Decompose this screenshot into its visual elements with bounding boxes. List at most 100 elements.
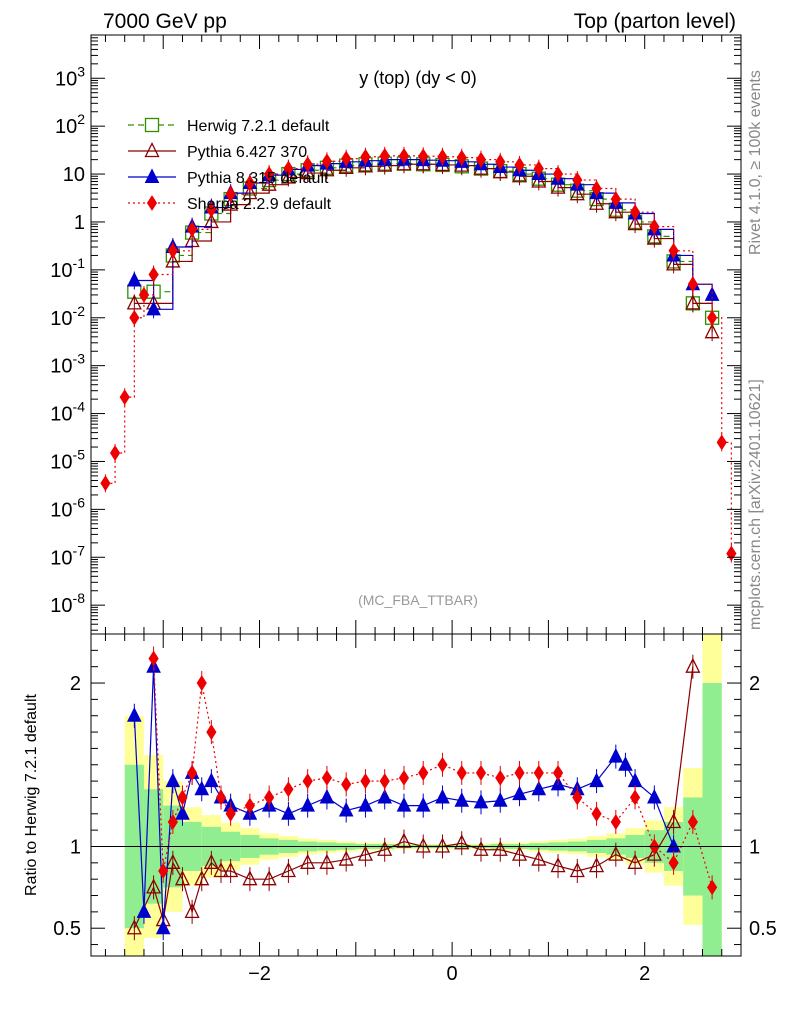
main-data-point: [552, 166, 564, 182]
main-y-tick-label: 102: [55, 111, 85, 138]
main-data-point: [138, 286, 150, 303]
main-y-tick-label: 10-8: [50, 590, 85, 617]
main-data-point: [591, 180, 602, 197]
ratio-y-tick-label: 2: [749, 673, 760, 695]
main-data-point: [533, 160, 544, 177]
ratio-data-point: [629, 789, 641, 806]
ratio-data-point: [668, 854, 679, 871]
main-data-point: [300, 164, 316, 180]
ratio-data-point: [475, 765, 487, 781]
legend: Herwig 7.2.1 default Pythia 6.427 370 Pyth…: [128, 117, 332, 213]
ratio-data-point: [589, 857, 605, 873]
ratio-y-tick-label: 2: [70, 673, 81, 695]
ratio-data-point: [206, 724, 217, 740]
ratio-data-point: [167, 814, 178, 830]
ratio-data-point: [213, 862, 229, 878]
ratio-data-point: [215, 789, 227, 806]
ratio-series-line: [133, 666, 694, 929]
ratio-ylabel: Ratio to Herwig 7.2.1 default: [23, 694, 40, 896]
main-data-point: [685, 294, 701, 310]
ratio-data-point: [341, 776, 352, 793]
main-data-point: [610, 191, 621, 208]
legend-label: Pythia 8.315 default: [187, 170, 329, 187]
main-data-point: [127, 271, 142, 287]
ratio-data-point: [533, 765, 544, 781]
main-data-point: [244, 175, 255, 191]
legend-marker: [144, 142, 160, 158]
ratio-data-point: [360, 773, 371, 790]
ratio-data-point: [146, 878, 162, 894]
header-right-title: Top (parton level): [574, 10, 736, 33]
main-y-tick-label: 10-1: [50, 255, 85, 282]
main-data-point: [437, 148, 448, 165]
ratio-data-point: [610, 814, 621, 830]
ratio-data-point: [194, 870, 210, 886]
main-data-point: [100, 475, 111, 492]
ratio-data-point: [196, 675, 207, 691]
legend-marker: [144, 117, 160, 133]
main-data-point: [666, 255, 682, 271]
main-y-tick-label: 10-3: [50, 351, 85, 378]
ratio-data-point: [319, 788, 335, 804]
ratio-data-point: [415, 837, 431, 853]
ratio-frame: [90, 633, 742, 957]
main-data-point: [589, 194, 605, 210]
main-data-point: [668, 242, 679, 259]
ratio-data-point: [338, 801, 354, 817]
ratio-data-point: [512, 785, 527, 801]
ratio-data-point: [511, 845, 528, 861]
ratio-x-tick-label: 0: [447, 963, 458, 985]
ratio-data-point: [174, 870, 191, 886]
ratio-data-point: [136, 903, 152, 918]
analysis-watermark: (MC_FBA_TTBAR): [358, 592, 478, 608]
rivet-label: Rivet 4.1.0, ≥ 100k events: [747, 70, 764, 255]
main-data-point: [167, 242, 178, 259]
main-data-point: [379, 147, 390, 164]
main-data-point: [302, 156, 313, 173]
ratio-data-point: [194, 780, 210, 796]
ratio-data-point: [454, 834, 470, 850]
main-data-point: [148, 266, 159, 283]
ratio-data-point: [280, 862, 296, 878]
ratio-data-point: [158, 863, 169, 879]
ratio-data-point: [396, 832, 412, 848]
main-y-tick-label: 103: [55, 63, 85, 90]
main-data-point: [321, 153, 333, 170]
legend-label: Sherpa 2.2.9 default: [187, 196, 332, 213]
main-y-tick-label: 10-4: [50, 399, 85, 426]
main-data-point: [550, 178, 566, 194]
main-data-point: [418, 148, 429, 165]
ratio-data-point: [302, 773, 313, 790]
main-y-tick-label: 10-6: [50, 494, 85, 521]
ratio-data-point: [379, 773, 390, 790]
ratio-data-point: [646, 845, 662, 861]
ratio-data-point: [177, 789, 188, 806]
ratio-data-point: [550, 857, 566, 873]
ratio-data-point: [418, 765, 429, 781]
main-data-point: [280, 168, 296, 184]
ratio-data-point: [552, 765, 564, 781]
ratio-data-point: [473, 793, 489, 809]
main-data-point: [531, 172, 547, 188]
main-data-point: [475, 151, 487, 168]
ratio-data-point: [396, 797, 412, 812]
ratio-data-point: [531, 780, 547, 796]
main-data-point: [572, 172, 583, 188]
ratio-data-point: [300, 853, 316, 869]
main-data-point: [456, 149, 467, 166]
main-y-tick-label: 1: [74, 212, 85, 234]
main-data-point: [514, 157, 525, 173]
mcplots-label: mcplots.cern.ch [arXiv:2401.10621]: [747, 379, 764, 630]
main-data-point: [398, 147, 410, 164]
ratio-data-point: [319, 853, 335, 869]
ratio-data-point: [492, 840, 508, 856]
main-data-point: [726, 545, 737, 562]
band-inner: [702, 683, 722, 956]
ratio-y-tick-label: 1: [749, 836, 760, 858]
ratio-data-point: [572, 789, 583, 806]
ratio-data-point: [627, 853, 643, 869]
ratio-y-tick-label: 1: [70, 836, 81, 858]
ratio-data-point: [608, 747, 624, 763]
